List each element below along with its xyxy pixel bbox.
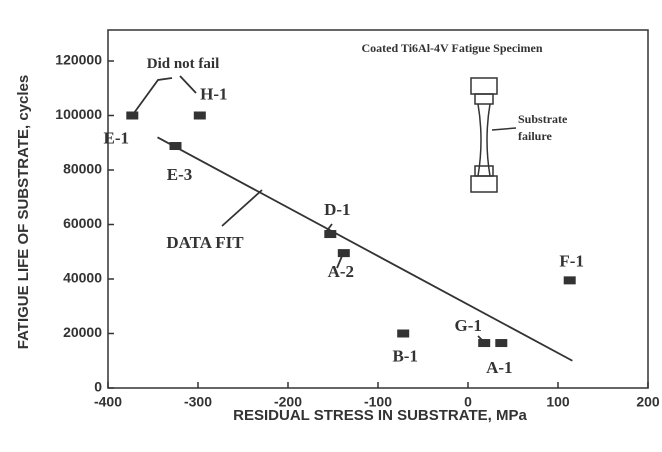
fit-line: [157, 136, 573, 362]
x-tick-label: -400: [94, 394, 122, 410]
point-label: F-1: [559, 251, 584, 270]
point: [337, 249, 350, 258]
point: [126, 111, 139, 120]
point: [193, 111, 206, 120]
point: [495, 339, 508, 348]
fit-label: DATA FIT: [166, 233, 244, 252]
point-label: E-1: [104, 128, 130, 147]
x-tick-label: 100: [546, 394, 570, 410]
x-tick-label: -100: [364, 394, 392, 410]
point: [324, 230, 337, 239]
leader-lines: [133, 75, 485, 343]
x-tick-label: -200: [274, 394, 302, 410]
x-tick-label: -300: [184, 394, 212, 410]
y-tick-label: 60000: [63, 215, 102, 231]
y-tick-label: 100000: [55, 106, 102, 122]
point: [478, 339, 491, 348]
annotation: Did not fail: [147, 56, 220, 72]
y-tick-label: 20000: [63, 324, 102, 340]
specimen-diagram: [470, 77, 517, 193]
y-tick-label: 0: [94, 379, 102, 395]
point-label: A-1: [486, 358, 512, 377]
y-tick-label: 80000: [63, 161, 102, 177]
annotation: failure: [518, 129, 552, 143]
point-label: H-1: [200, 84, 227, 103]
point-label: E-3: [167, 165, 193, 184]
point-label: G-1: [455, 316, 482, 335]
x-tick-label: 200: [636, 394, 660, 410]
y-tick-label: 40000: [63, 270, 102, 286]
point-label: A-2: [328, 262, 354, 281]
y-tick-label: 120000: [55, 52, 102, 68]
annotation: Coated Ti6Al-4V Fatigue Specimen: [361, 41, 542, 55]
point: [563, 276, 576, 285]
x-tick-label: 0: [464, 394, 472, 410]
x-axis-label: RESIDUAL STRESS IN SUBSTRATE, MPa: [233, 407, 527, 424]
plot-frame: [107, 29, 649, 389]
point: [169, 142, 182, 151]
point-label: B-1: [392, 346, 418, 365]
annotation: Substrate: [518, 112, 568, 126]
point-label: D-1: [324, 200, 350, 219]
y-axis-label: FATIGUE LIFE OF SUBSTRATE, cycles: [15, 75, 32, 350]
point: [397, 329, 410, 338]
